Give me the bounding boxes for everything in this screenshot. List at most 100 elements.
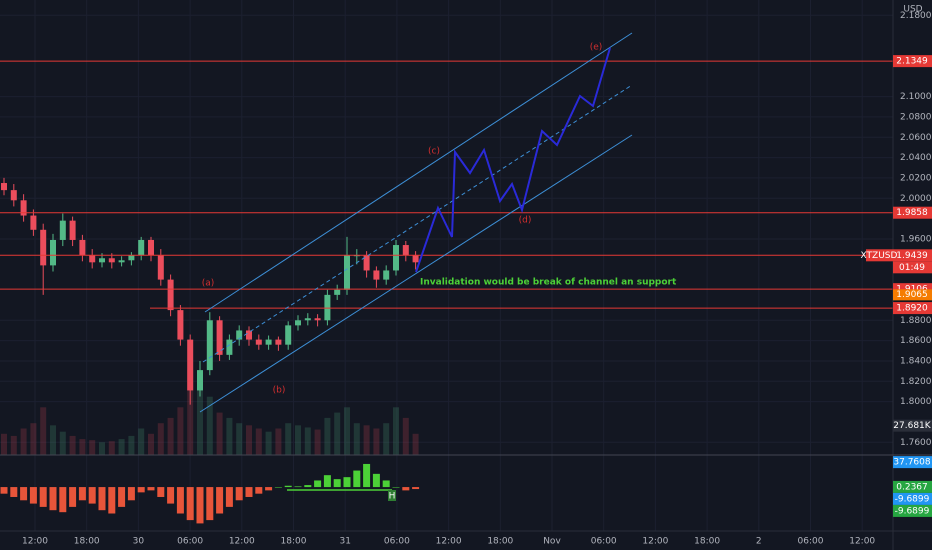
volume-bar — [10, 435, 17, 455]
x-tick-label: 06:00 — [384, 537, 410, 547]
oscillator-bar — [314, 480, 322, 488]
oscillator-bar — [147, 487, 155, 491]
volume-bar — [344, 407, 350, 455]
marks — [0, 60, 893, 524]
volume-bar — [363, 425, 370, 455]
candle-body — [20, 200, 27, 216]
channel-upper — [204, 32, 633, 313]
x-tick-label: 18:00 — [281, 537, 307, 547]
oscillator-bar — [343, 477, 351, 488]
oscillator-bar — [372, 473, 380, 488]
candle-body — [363, 255, 370, 271]
volume-bar — [138, 428, 145, 455]
oscillator-bar — [284, 485, 292, 488]
candle-body — [157, 255, 164, 280]
volume-tag — [893, 419, 932, 432]
candle-body — [10, 190, 17, 201]
oscillator-tag — [893, 480, 932, 493]
candle-body — [314, 318, 321, 321]
oscillator-bar — [265, 487, 273, 491]
candle-body — [334, 289, 341, 295]
candle-body — [275, 339, 282, 345]
volume-bar — [216, 412, 223, 455]
oscillator-bar — [10, 487, 18, 497]
price-tag — [893, 302, 932, 315]
volume-bar — [295, 425, 301, 455]
x-tick-label: 12:00 — [849, 537, 875, 547]
x-tick-label: 06:00 — [591, 537, 617, 547]
candle-body — [206, 320, 213, 371]
y-tick-label: 2.0400 — [900, 153, 932, 163]
volume-bar — [79, 439, 86, 455]
volume-bar — [314, 429, 321, 455]
oscillator-bar — [127, 487, 135, 501]
candle-body — [226, 339, 233, 355]
oscillator-bar — [333, 479, 341, 488]
x-tick-label: 12:00 — [22, 537, 48, 547]
wave-label: (e) — [590, 43, 603, 53]
volume-bar — [334, 412, 341, 455]
volume-bar — [226, 417, 233, 455]
oscillator-bar — [363, 463, 371, 488]
volume-bar — [40, 407, 47, 455]
volume-bar — [157, 423, 164, 455]
volume-bar — [59, 431, 66, 455]
candle-body — [89, 255, 96, 263]
oscillator-bar — [186, 487, 194, 521]
x-tick-label: 12:00 — [229, 537, 255, 547]
oscillator-bar — [20, 487, 28, 501]
volume-bar — [383, 423, 390, 455]
volume-bar — [285, 423, 292, 455]
volume-bar — [187, 370, 194, 455]
oscillator-bar — [245, 487, 253, 497]
volume-bar — [89, 440, 96, 455]
candle-body — [402, 245, 409, 256]
y-tick-label: 1.8600 — [900, 336, 932, 346]
oscillator-bar — [137, 487, 145, 493]
candle-body — [255, 339, 262, 345]
x-tick-label: 18:00 — [694, 537, 720, 547]
volume-bar — [393, 407, 399, 455]
oscillator-bar — [235, 487, 243, 501]
y-tick-label: 1.7600 — [900, 438, 932, 448]
wave-label: (a) — [202, 279, 215, 289]
x-tick-label: 2 — [756, 537, 762, 547]
volume-bar — [373, 428, 380, 455]
y-tick-label: 1.8800 — [900, 316, 932, 326]
countdown-label: 01:49 — [899, 263, 925, 273]
oscillator-tag-label: 0.2367 — [896, 482, 928, 492]
oscillator-bar — [49, 487, 57, 511]
oscillator-bar — [167, 487, 175, 504]
oscillator-bar — [39, 487, 47, 507]
oscillator-bar — [382, 480, 390, 488]
candle-body — [148, 239, 154, 256]
y-tick-label: 1.8200 — [900, 377, 932, 387]
volume-bar — [206, 396, 213, 455]
price-tag — [893, 206, 932, 219]
candle-body — [138, 239, 145, 256]
candle-body — [295, 320, 301, 326]
oscillator-tag — [893, 492, 932, 505]
volume-bar — [304, 427, 311, 455]
candle-body — [304, 318, 311, 321]
oscillator-bar — [88, 487, 96, 504]
candle-body — [412, 255, 419, 263]
volume-bar — [265, 431, 272, 455]
x-tick-label: 18:00 — [487, 537, 513, 547]
volume-bar — [30, 423, 37, 455]
x-tick-label: 06:00 — [177, 537, 203, 547]
countdown-tag — [893, 261, 932, 274]
symbol-label: XTZUSD — [861, 251, 898, 261]
oscillator-bar — [323, 475, 331, 488]
candle-body — [177, 310, 184, 340]
candle-body — [265, 339, 272, 345]
candle-body — [108, 258, 115, 263]
volume-bar — [353, 423, 360, 455]
currency-label: USD — [903, 5, 922, 15]
oscillator-bar — [225, 487, 233, 507]
oscillator-bar — [0, 487, 8, 494]
channel-lower — [199, 134, 633, 413]
channel-mid — [202, 84, 633, 363]
oscillator-bar — [118, 487, 126, 507]
oscillator-tag-label: 37.7608 — [893, 458, 930, 468]
